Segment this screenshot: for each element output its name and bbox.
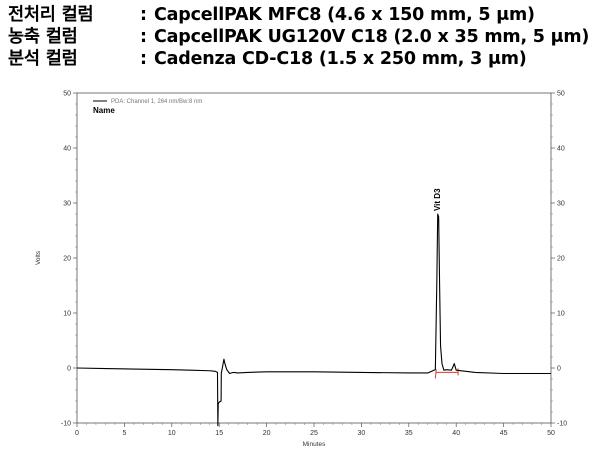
series-line [76, 213, 551, 427]
concentration-column-line: 농축 컬럼 : CapcellPAK UG120V C18 (2.0 x 35 … [8, 26, 589, 48]
concentration-column-label: 농축 컬럼 [8, 27, 78, 47]
peak-label-vit-d3: Vit D3 [433, 188, 442, 211]
analysis-column-label: 분석 컬럼 [8, 49, 78, 69]
y-tick-label-right: 30 [557, 201, 565, 208]
x-tick-label: 20 [263, 430, 271, 437]
column-info-header: 전처리 컬럼 : CapcellPAK MFC8 (4.6 x 150 mm, … [8, 4, 589, 70]
y-tick-label-left: 40 [63, 146, 71, 153]
plot-frame [76, 92, 552, 424]
pretreatment-column-value: CapcellPAK MFC8 (4.6 x 150 mm, 5 μm) [154, 5, 535, 25]
x-tick-label: 30 [358, 430, 366, 437]
y-tick-label-right: 40 [557, 146, 565, 153]
x-axis-title: Minutes [303, 441, 327, 448]
legend-entry: PDA: Channel 1, 264 nm/Bw:8 nm [111, 99, 202, 105]
x-tick-label: 35 [405, 430, 413, 437]
y-axis-title: Volts [35, 250, 42, 265]
y-tick-label-right: 50 [557, 91, 565, 98]
y-tick-label-left: 0 [67, 366, 71, 373]
y-tick-label-right: -10 [557, 421, 567, 428]
x-tick-label: 25 [310, 430, 318, 437]
y-tick-label-right: 20 [557, 256, 565, 263]
x-tick-label: 0 [75, 430, 79, 437]
analysis-column-separator: : [140, 49, 147, 69]
pretreatment-column-separator: : [140, 5, 147, 25]
peak-start-marker [434, 369, 437, 379]
y-tick-label-left: -10 [61, 421, 71, 428]
y-tick-label-right: 0 [557, 366, 561, 373]
analysis-column-line: 분석 컬럼 : Cadenza CD-C18 (1.5 x 250 mm, 3 … [8, 48, 589, 70]
x-tick-label: 15 [215, 430, 223, 437]
y-tick-label-left: 30 [63, 201, 71, 208]
analysis-column-value: Cadenza CD-C18 (1.5 x 250 mm, 3 μm) [154, 49, 527, 69]
y-tick-label-left: 20 [63, 256, 71, 263]
x-tick-label: 40 [452, 430, 460, 437]
concentration-column-separator: : [140, 27, 147, 47]
x-tick-label: 50 [547, 430, 555, 437]
x-tick-label: 5 [122, 430, 126, 437]
concentration-column-value: CapcellPAK UG120V C18 (2.0 x 35 mm, 5 μm… [154, 27, 590, 47]
name-label: Name [93, 106, 115, 115]
y-tick-label-left: 10 [63, 311, 71, 318]
x-tick-label: 10 [168, 430, 176, 437]
y-tick-label-left: 50 [63, 91, 71, 98]
x-tick-label: 45 [500, 430, 508, 437]
pretreatment-column-label: 전처리 컬럼 [8, 5, 94, 25]
y-tick-label-right: 10 [557, 311, 565, 318]
pretreatment-column-line: 전처리 컬럼 : CapcellPAK MFC8 (4.6 x 150 mm, … [8, 4, 589, 26]
